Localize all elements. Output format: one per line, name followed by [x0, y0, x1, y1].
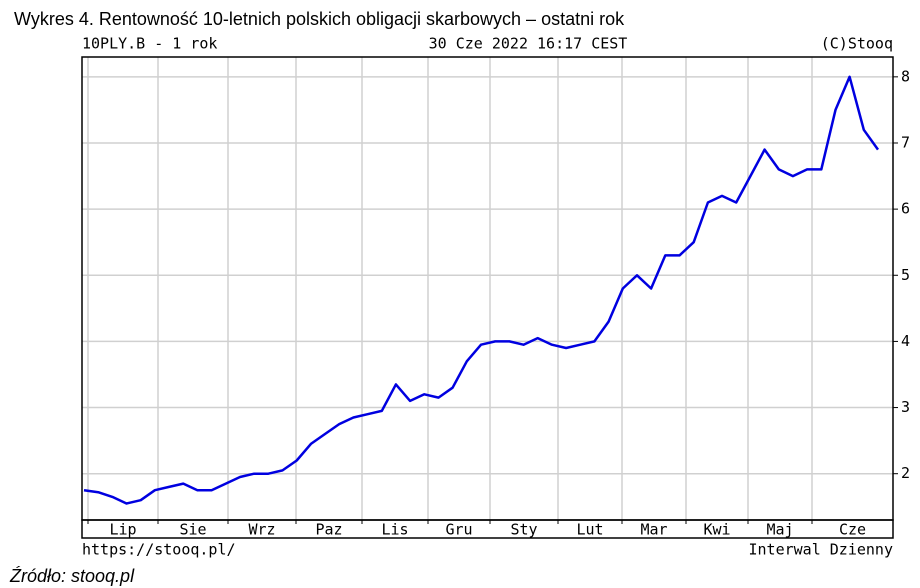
x-tick-label: Cze	[839, 521, 866, 539]
y-tick-label: 3	[901, 398, 910, 416]
subtitle-right: (C)Stooq	[821, 35, 893, 53]
x-tick-label: Lis	[381, 521, 408, 539]
grid	[82, 57, 898, 524]
y-tick-label: 2	[901, 464, 910, 482]
y-tick-label: 4	[901, 332, 910, 350]
x-tick-label: Sie	[179, 521, 206, 539]
footer-left: https://stooq.pl/	[82, 541, 236, 559]
subtitle-center: 30 Cze 2022 16:17 CEST	[429, 35, 628, 53]
x-tick-label: Mar	[640, 521, 667, 539]
y-tick-label: 6	[901, 200, 910, 218]
plot-frame	[81, 56, 894, 521]
x-tick-label: Lip	[109, 521, 136, 539]
x-axis-band	[81, 519, 894, 539]
x-tick-label: Kwi	[703, 521, 730, 539]
x-tick-label: Maj	[766, 521, 793, 539]
series-line	[83, 75, 880, 505]
marks	[83, 75, 880, 505]
x-tick-label: Sty	[510, 521, 537, 539]
footer-right: Interwal Dzienny	[749, 541, 894, 559]
source: Źródło: stooq.pl	[9, 566, 135, 586]
x-tick-label: Wrz	[248, 521, 275, 539]
x-tick-label: Paz	[315, 521, 342, 539]
y-tick-label: 8	[901, 67, 910, 85]
y-tick-label: 5	[901, 266, 910, 284]
x-tick-label: Gru	[445, 521, 472, 539]
x-tick-label: Lut	[576, 521, 603, 539]
chart-title: Wykres 4. Rentowność 10-letnich polskich…	[14, 9, 625, 29]
y-tick-label: 7	[901, 133, 910, 151]
subtitle-left: 10PLY.B - 1 rok	[82, 35, 217, 53]
